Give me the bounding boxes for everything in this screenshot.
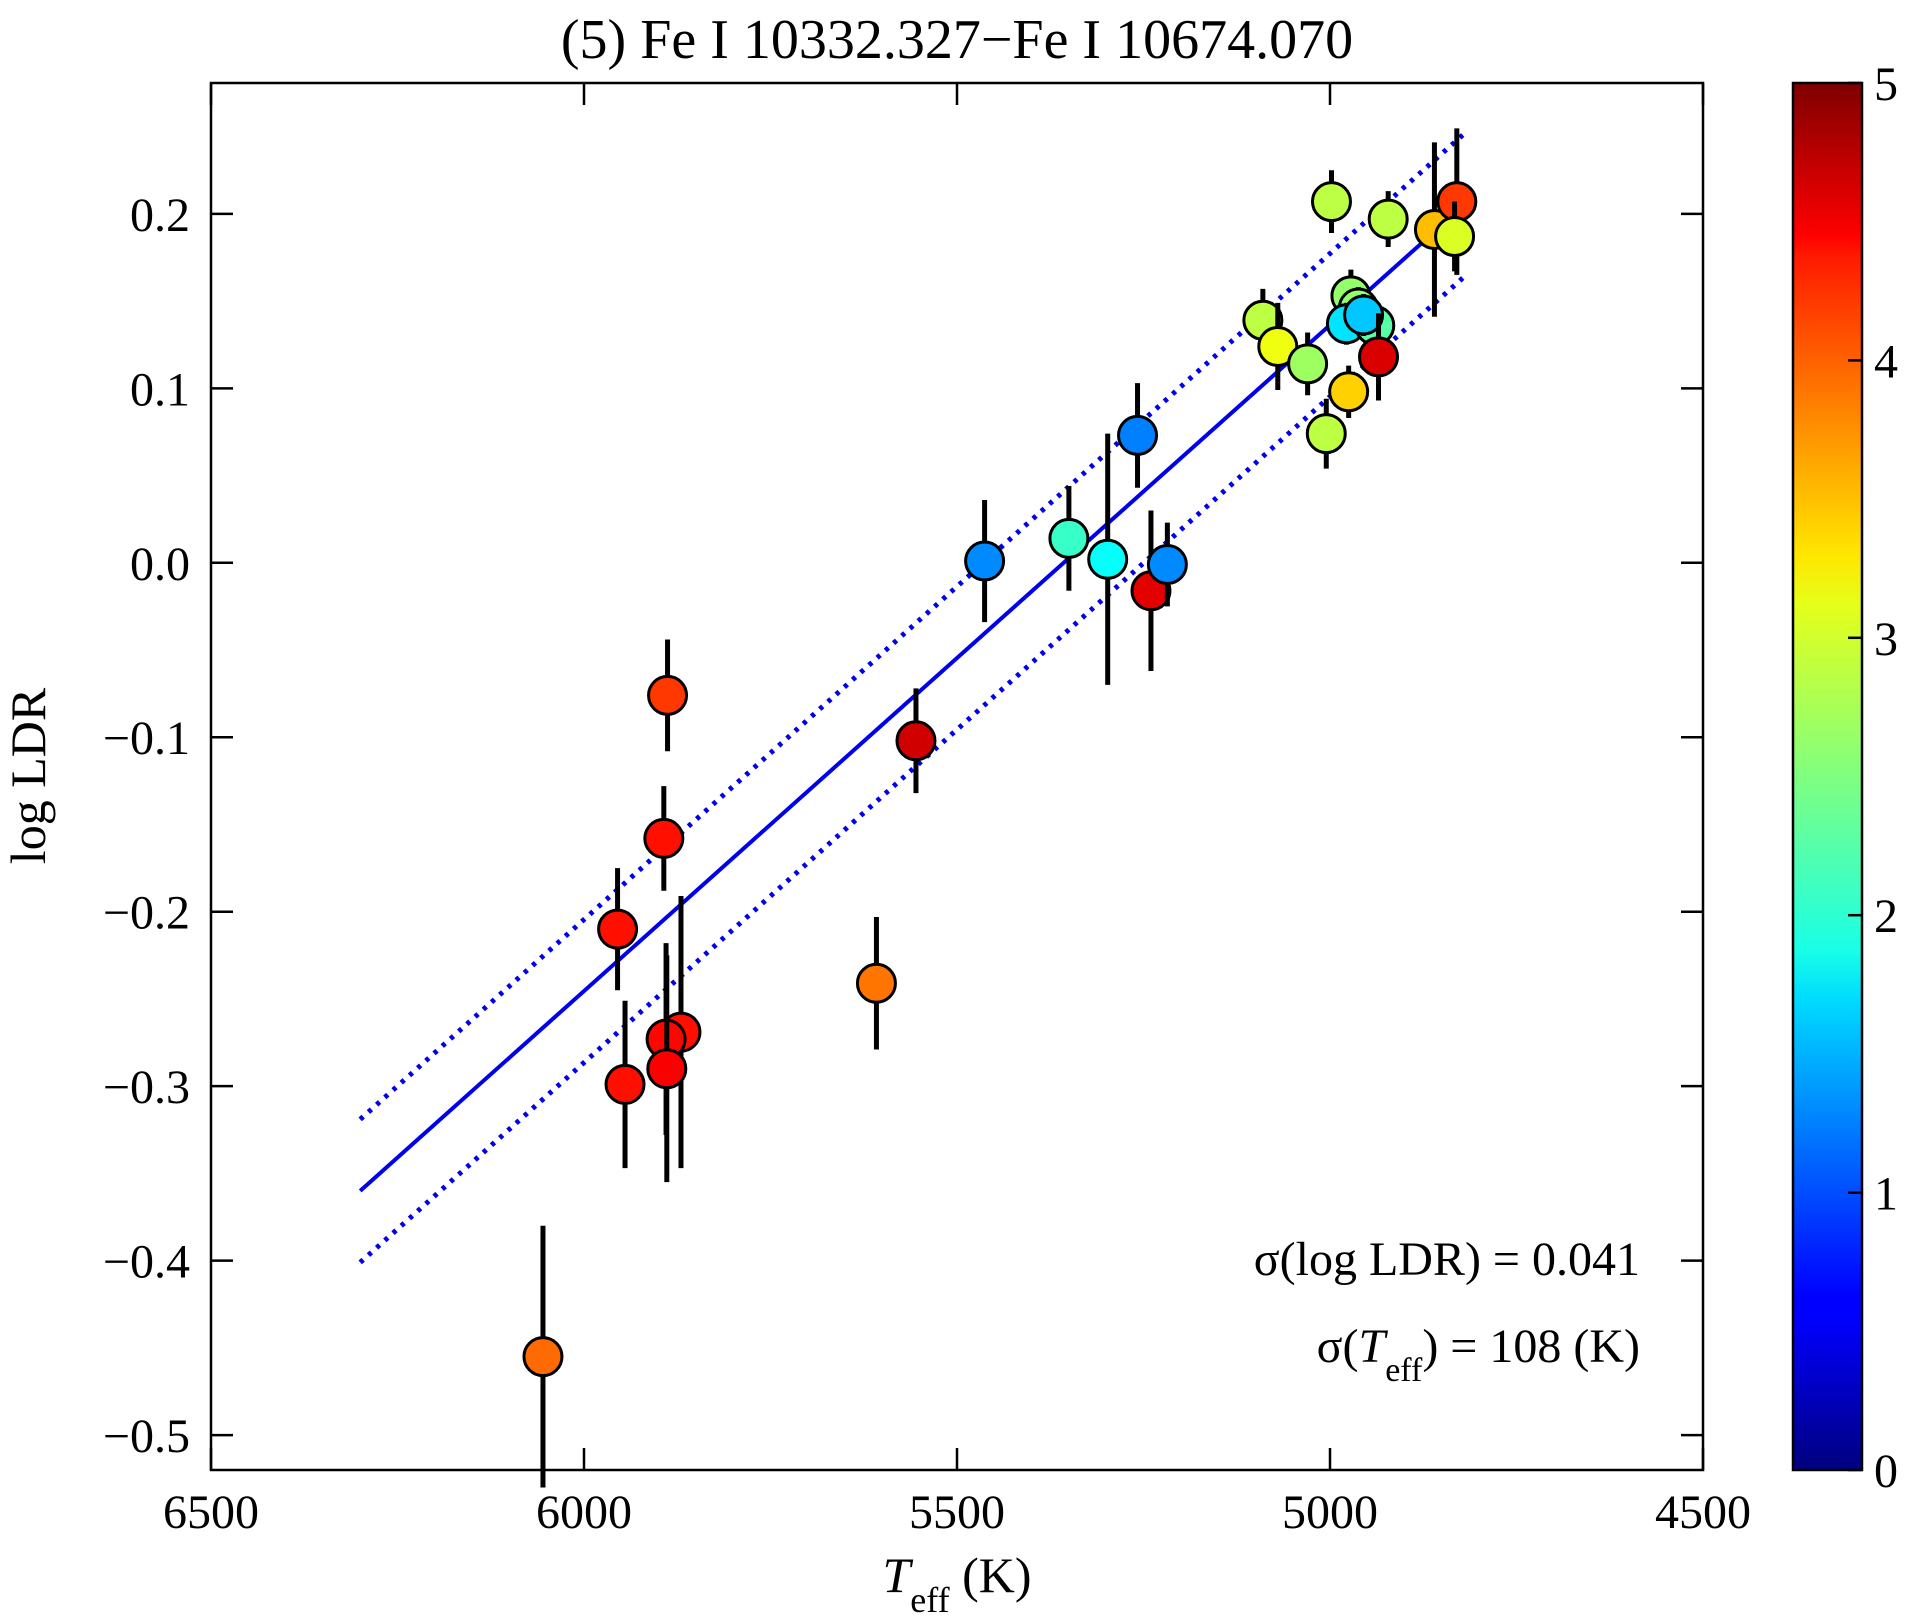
point-marker [1343,294,1385,336]
point-marker [1310,181,1352,223]
chart-title: (5) Fe I 10332.327−Fe I 10674.070 [561,9,1353,71]
data-point [1367,191,1409,247]
colorbar-gradient [1791,81,1864,1472]
x-axis-label: Teff (K) [882,1547,1031,1620]
data-point [1343,294,1385,336]
point-marker [1146,544,1188,586]
data-point [643,786,685,891]
point-marker [646,1048,688,1090]
point-marker [1257,325,1299,367]
point-marker [1367,198,1409,240]
point-marker [1048,517,1090,559]
point-marker [1117,414,1159,456]
point-marker [643,817,685,859]
y-tick-label: 0.0 [130,538,190,591]
data-point [604,1000,646,1169]
scatter-band-line-2 [358,274,1466,1265]
colorbar-tick-label: 4 [1874,335,1898,388]
data-point [1310,170,1352,234]
data-point [855,916,897,1050]
data-point [1117,383,1159,488]
y-axis-label: log LDR [0,687,56,864]
y-tick-label: −0.1 [103,712,190,765]
data-point [1357,313,1399,401]
point-marker [895,720,937,762]
plot-area: 6500 6000 5500 5000 4500 −0.5 −0.4 −0.3 −0.2 −0.… [103,81,1751,1539]
y-tick-label: −0.5 [103,1410,190,1463]
data-point [1257,302,1299,391]
y-tick-label: −0.2 [103,887,190,940]
data-point [646,955,688,1183]
point-marker [1357,336,1399,378]
y-tick-label: −0.4 [103,1236,190,1289]
colorbar: 0 1 2 3 4 5 [1791,58,1898,1498]
point-marker [1434,216,1476,258]
point-marker [604,1063,646,1105]
data-point [647,639,689,752]
scatter-band-line-1 [358,131,1466,1122]
point-marker [522,1336,564,1378]
colorbar-tick-label: 0 [1874,1445,1898,1498]
sigma-teff-text: σ(Teff) = 108 (K) [1317,1320,1640,1389]
y-tick-label: −0.3 [103,1061,190,1114]
data-point [1087,433,1129,685]
stats-annotation: σ(log LDR) = 0.041 σ(Teff) = 108 (K) [1254,1233,1640,1389]
y-tick-label: 0.2 [130,189,190,242]
data-point [522,1225,564,1488]
x-tick-label: 6500 [163,1486,259,1539]
point-marker [1287,343,1329,385]
data-point [964,499,1006,623]
colorbar-tick-label: 5 [1874,58,1898,111]
data-point [1434,201,1476,272]
colorbar-tick-label: 1 [1874,1168,1898,1221]
colorbar-tick-label: 2 [1874,890,1898,943]
y-tick-label: 0.1 [130,363,190,416]
colorbar-tick-label: 3 [1874,613,1898,666]
data-point [1305,398,1347,469]
data-point [597,868,639,991]
point-marker [964,540,1006,582]
point-marker [1087,538,1129,580]
x-tick-label: 6000 [536,1486,632,1539]
data-point [1328,365,1370,418]
point-marker [1328,371,1370,413]
data-point [895,688,937,794]
x-tick-label: 4500 [1655,1486,1751,1539]
data-point [1287,332,1329,396]
data-point [1146,522,1188,607]
x-tick-label: 5000 [1282,1486,1378,1539]
data-point [1048,486,1090,591]
point-marker [597,908,639,950]
point-marker [1305,413,1347,455]
data-point [1130,510,1172,671]
sigma-logldr-text: σ(log LDR) = 0.041 [1254,1233,1640,1286]
point-marker [855,962,897,1004]
x-tick-label: 5500 [909,1486,1005,1539]
point-marker [647,674,689,716]
